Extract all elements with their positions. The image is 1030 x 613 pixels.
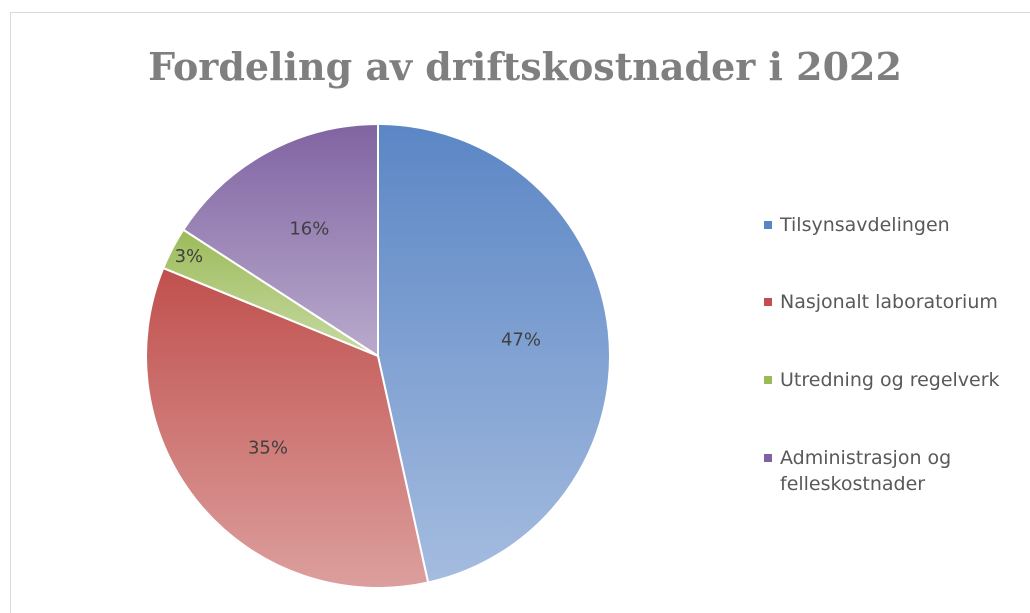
data-label: 16% [289,219,329,240]
legend-label: Utredning og regelverk [780,369,1000,391]
chart-title: Fordeling av driftskostnader i 2022 [148,44,902,89]
pie-slice [377,122,611,584]
legend-swatch [764,376,772,384]
legend-label: Administrasjon og felleskostnader [780,447,952,495]
legend-item: Utredning og regelverk [764,367,1014,393]
legend-label: Tilsynsavdelingen [780,214,950,236]
legend-item: Tilsynsavdelingen [764,212,1014,238]
data-label: 3% [175,246,204,267]
legend-swatch [764,454,772,462]
legend-swatch [764,298,772,306]
data-label: 47% [501,329,541,350]
legend-swatch [764,221,772,229]
legend-item: Nasjonalt laboratorium [764,289,1014,315]
data-label: 35% [248,438,288,459]
legend-label: Nasjonalt laboratorium [780,291,998,313]
legend-item: Administrasjon og felleskostnader [764,445,1014,497]
chart-frame [10,12,1030,613]
pie-slice [181,122,379,358]
